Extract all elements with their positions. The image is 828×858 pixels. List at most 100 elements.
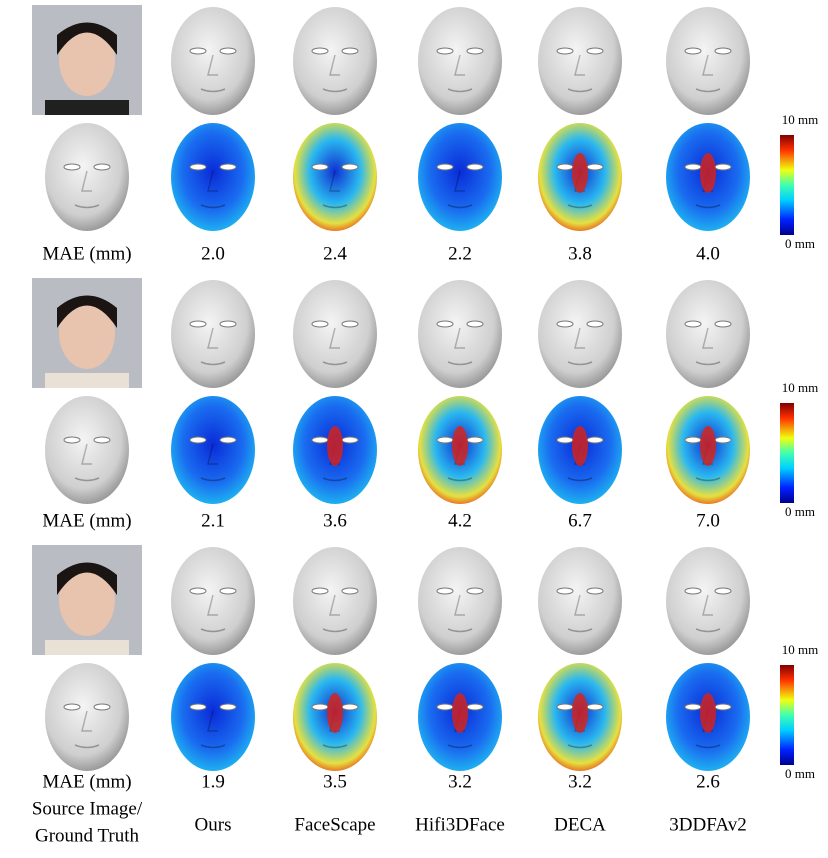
ground-truth-face	[45, 123, 129, 231]
nose	[454, 54, 465, 76]
mouth	[695, 628, 721, 633]
eye	[189, 320, 207, 328]
photo-face	[59, 564, 115, 636]
eye	[556, 703, 574, 711]
photo-hair	[57, 22, 117, 55]
mouth	[695, 88, 721, 93]
eye	[556, 436, 574, 444]
mae-value: 3.8	[568, 243, 592, 264]
photo-hair	[57, 295, 117, 328]
reconstruction-face	[538, 547, 622, 655]
eye	[311, 47, 329, 55]
mouth	[567, 361, 593, 366]
eye	[466, 320, 484, 328]
source-label: Ground Truth	[35, 825, 139, 846]
mae-value: 2.1	[201, 510, 225, 531]
mouth	[695, 477, 721, 482]
reconstruction-face	[666, 280, 750, 388]
method-label: Hifi3DFace	[415, 814, 505, 835]
mouth	[74, 744, 100, 749]
eye	[684, 320, 702, 328]
nose	[454, 327, 465, 349]
method-label: 3DDFAv2	[669, 814, 746, 835]
eye	[684, 587, 702, 595]
eye	[684, 47, 702, 55]
eye	[466, 587, 484, 595]
mae-label: MAE (mm)	[42, 510, 131, 531]
nose	[207, 170, 218, 192]
mouth	[695, 204, 721, 209]
nose	[81, 443, 92, 465]
eye	[714, 320, 732, 328]
eye	[311, 703, 329, 711]
eye	[586, 163, 604, 171]
eye	[93, 436, 111, 444]
eye	[714, 47, 732, 55]
mouth	[695, 361, 721, 366]
eye	[189, 436, 207, 444]
eye	[311, 436, 329, 444]
mae-value: 2.6	[696, 771, 720, 792]
eye	[311, 163, 329, 171]
eye	[219, 436, 237, 444]
mouth	[200, 88, 226, 93]
eye	[556, 163, 574, 171]
nose	[454, 170, 465, 192]
nose	[702, 594, 713, 616]
colorbar-min: 0 mm	[785, 236, 815, 251]
eye	[93, 163, 111, 171]
colorbar-max: 10 mm	[782, 642, 818, 657]
nose	[207, 54, 218, 76]
reconstruction-face	[666, 7, 750, 115]
nose	[574, 594, 585, 616]
eye	[714, 703, 732, 711]
eye	[436, 587, 454, 595]
eye	[556, 47, 574, 55]
mouth	[447, 744, 473, 749]
reconstruction-face	[418, 547, 502, 655]
eye	[189, 47, 207, 55]
eye	[63, 163, 81, 171]
mouth	[567, 628, 593, 633]
mouth	[200, 477, 226, 482]
mouth	[447, 361, 473, 366]
mouth	[567, 744, 593, 749]
eye	[219, 320, 237, 328]
eye	[586, 320, 604, 328]
nose	[207, 594, 218, 616]
nose	[329, 170, 340, 192]
eye	[436, 163, 454, 171]
error-heatmap	[418, 123, 502, 231]
nose	[702, 327, 713, 349]
reconstruction-face	[293, 280, 377, 388]
colorbar-min: 0 mm	[785, 766, 815, 781]
eye	[436, 47, 454, 55]
mae-value: 2.4	[323, 243, 347, 264]
photo-face	[59, 24, 115, 96]
reconstruction-face	[171, 280, 255, 388]
eye	[714, 587, 732, 595]
nose-error	[700, 426, 716, 466]
reconstruction-face	[418, 7, 502, 115]
colorbar-max: 10 mm	[782, 112, 818, 127]
error-heatmap	[171, 663, 255, 771]
colorbar	[780, 135, 794, 235]
mouth	[200, 744, 226, 749]
mae-value: 3.2	[568, 771, 592, 792]
mouth	[74, 204, 100, 209]
eye	[586, 703, 604, 711]
eye	[341, 703, 359, 711]
mouth	[447, 204, 473, 209]
nose	[81, 710, 92, 732]
error-heatmap	[171, 396, 255, 504]
nose-error	[327, 693, 343, 733]
eye	[341, 320, 359, 328]
eye	[63, 703, 81, 711]
reconstruction-face	[293, 547, 377, 655]
mae-value: 4.0	[696, 243, 720, 264]
eye	[341, 587, 359, 595]
nose-error	[700, 693, 716, 733]
photo-shirt	[45, 100, 129, 115]
eye	[684, 703, 702, 711]
